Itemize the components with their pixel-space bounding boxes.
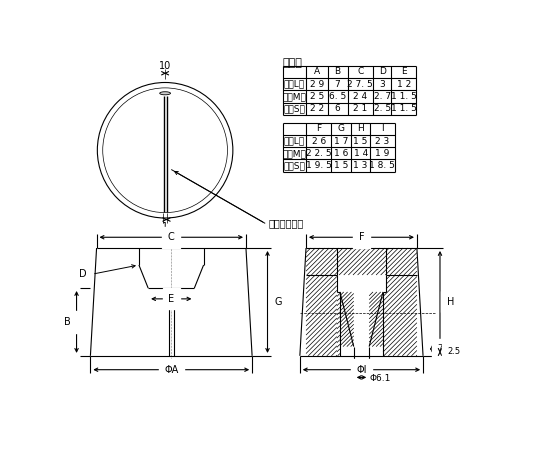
Text: F: F xyxy=(316,124,321,133)
Text: 6: 6 xyxy=(335,104,340,113)
Text: G: G xyxy=(338,124,345,133)
Text: 7: 7 xyxy=(438,344,443,353)
Text: 1 6: 1 6 xyxy=(334,149,349,158)
Text: 2 2. 5: 2 2. 5 xyxy=(306,149,332,158)
Text: ΦI: ΦI xyxy=(356,364,367,375)
Text: A: A xyxy=(314,67,320,76)
Text: 1 2: 1 2 xyxy=(397,80,411,89)
Text: 小（S）: 小（S） xyxy=(284,104,306,113)
Text: D: D xyxy=(79,269,86,279)
Text: F: F xyxy=(359,232,364,242)
Text: 寸法表: 寸法表 xyxy=(283,58,303,68)
Text: 1 7: 1 7 xyxy=(334,136,349,145)
Text: 2 3: 2 3 xyxy=(375,136,389,145)
Text: I: I xyxy=(381,124,383,133)
Text: 2 4: 2 4 xyxy=(353,92,367,101)
Text: D: D xyxy=(379,67,386,76)
Text: H: H xyxy=(357,124,364,133)
Text: 2 7. 5: 2 7. 5 xyxy=(347,80,373,89)
Text: C: C xyxy=(357,67,363,76)
Text: 2 5: 2 5 xyxy=(309,92,324,101)
Text: 白色塩料充填: 白色塩料充填 xyxy=(268,218,303,229)
Text: 7: 7 xyxy=(335,80,340,89)
Text: 6. 5: 6. 5 xyxy=(329,92,346,101)
Text: 1: 1 xyxy=(162,222,168,232)
Text: 2. 5: 2. 5 xyxy=(374,104,391,113)
Text: 3: 3 xyxy=(380,80,385,89)
Text: 1 1. 5: 1 1. 5 xyxy=(391,104,417,113)
Text: H: H xyxy=(447,297,454,307)
Text: 大（L）: 大（L） xyxy=(284,80,305,89)
Text: E: E xyxy=(168,294,174,304)
Text: 中（M）: 中（M） xyxy=(282,92,306,101)
Ellipse shape xyxy=(160,92,171,95)
Text: 10: 10 xyxy=(159,61,171,71)
Text: 2.5: 2.5 xyxy=(448,347,461,356)
Text: B: B xyxy=(334,67,341,76)
Text: B: B xyxy=(64,317,71,327)
Text: 1 3: 1 3 xyxy=(354,161,368,170)
Text: ΦA: ΦA xyxy=(164,364,178,375)
Text: 2 9: 2 9 xyxy=(309,80,324,89)
Text: C: C xyxy=(168,232,174,242)
Text: 中（M）: 中（M） xyxy=(282,149,306,158)
Text: 1 9: 1 9 xyxy=(375,149,389,158)
Text: 1 5: 1 5 xyxy=(334,161,349,170)
Text: 大（L）: 大（L） xyxy=(284,136,305,145)
Text: 2 6: 2 6 xyxy=(312,136,326,145)
Text: 2 2: 2 2 xyxy=(310,104,324,113)
Text: 2 1: 2 1 xyxy=(353,104,367,113)
Text: G: G xyxy=(274,297,282,307)
Text: 1 1. 5: 1 1. 5 xyxy=(391,92,417,101)
Text: 1 9. 5: 1 9. 5 xyxy=(306,161,332,170)
Text: Φ6.1: Φ6.1 xyxy=(369,374,390,383)
Text: 1 4: 1 4 xyxy=(354,149,368,158)
Text: 小（S）: 小（S） xyxy=(284,161,306,170)
Text: 2. 7: 2. 7 xyxy=(374,92,391,101)
Text: 1 5: 1 5 xyxy=(354,136,368,145)
Text: E: E xyxy=(401,67,407,76)
Text: 1 8. 5: 1 8. 5 xyxy=(369,161,395,170)
